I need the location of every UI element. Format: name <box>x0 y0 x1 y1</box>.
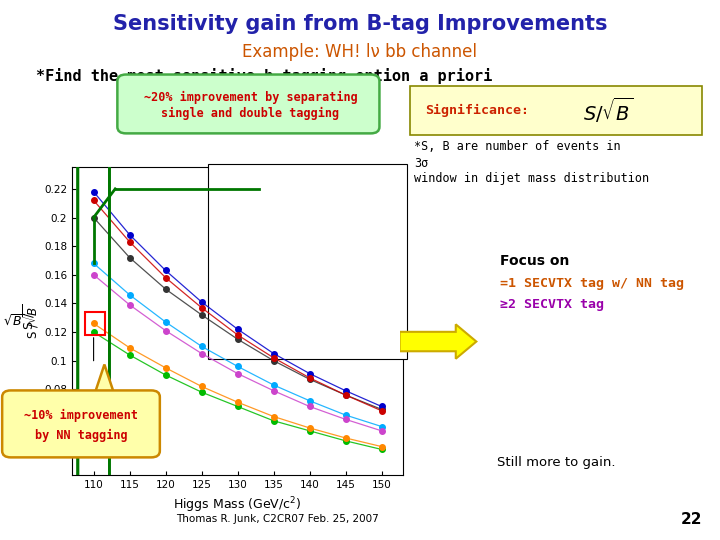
Text: Focus on: Focus on <box>500 254 570 268</box>
Text: Still more to gain.: Still more to gain. <box>497 456 616 469</box>
Text: > 1 Tag w/ NN Tag: > 1 Tag w/ NN Tag <box>241 194 317 204</box>
Text: S /: S / <box>22 313 35 329</box>
Text: =1 SECVTX tag w/ NN tag: =1 SECVTX tag w/ NN tag <box>500 277 685 290</box>
Text: ≥1 Tag: ≥1 Tag <box>241 169 270 178</box>
Text: = 1 Tag: = 1 Tag <box>241 220 273 229</box>
Text: ~20% improvement by separating: ~20% improvement by separating <box>144 91 357 104</box>
Text: ≥2 Tag: ≥2 Tag <box>241 271 270 280</box>
Text: *S, B are number of events in: *S, B are number of events in <box>414 140 621 153</box>
Text: single and double tagging: single and double tagging <box>161 107 340 120</box>
Text: window in dijet mass distribution: window in dijet mass distribution <box>414 172 649 185</box>
Text: $S/\sqrt{B}$: $S/\sqrt{B}$ <box>583 96 634 125</box>
Text: Sensitivity gain from B-tag Improvements: Sensitivity gain from B-tag Improvements <box>113 14 607 33</box>
Bar <box>85 312 105 335</box>
Text: = 1 Tag w/ NN Tag: = 1 Tag w/ NN Tag <box>241 246 317 255</box>
Text: $\sqrt{B}$: $\sqrt{B}$ <box>3 314 25 329</box>
FancyBboxPatch shape <box>208 164 407 359</box>
Text: Thomas R. Junk, C2CR07 Feb. 25, 2007: Thomas R. Junk, C2CR07 Feb. 25, 2007 <box>176 514 379 524</box>
X-axis label: Higgs Mass (GeV/c$^2$): Higgs Mass (GeV/c$^2$) <box>174 496 302 515</box>
Text: ~10% improvement: ~10% improvement <box>24 409 138 422</box>
Text: by NN tagging: by NN tagging <box>35 429 127 442</box>
Text: 22: 22 <box>680 511 702 526</box>
Text: Significance:: Significance: <box>425 104 528 117</box>
FancyArrow shape <box>400 325 477 359</box>
Text: 1 Tag &&≥2 Tag: 1 Tag &&≥2 Tag <box>241 297 307 306</box>
Text: 1 Tag w/ NN Tag &&≥2 Tag: 1 Tag w/ NN Tag &&≥2 Tag <box>241 322 352 332</box>
Text: *Find the most sensitive b-tagging option a priori: *Find the most sensitive b-tagging optio… <box>36 68 492 84</box>
Text: ≥2 SECVTX tag: ≥2 SECVTX tag <box>500 298 604 311</box>
Text: 3σ: 3σ <box>414 157 428 170</box>
Text: Example: WH! lν bb channel: Example: WH! lν bb channel <box>243 43 477 61</box>
Y-axis label: S /$\sqrt{B}$: S /$\sqrt{B}$ <box>22 304 41 339</box>
